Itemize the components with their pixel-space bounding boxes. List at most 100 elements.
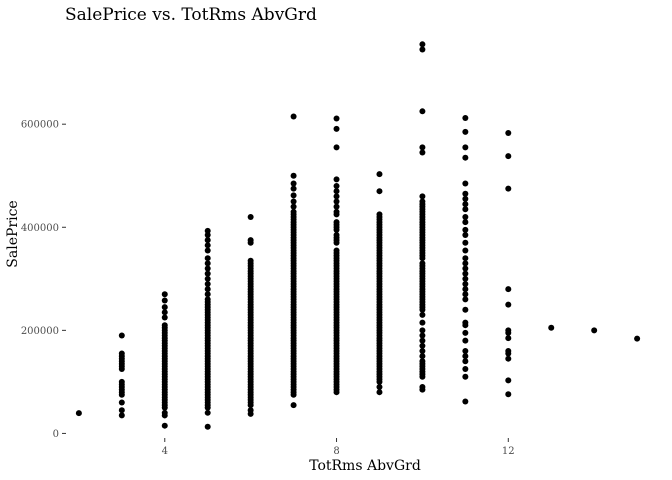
data-point <box>290 198 297 205</box>
data-point <box>118 412 125 419</box>
data-point <box>247 213 254 220</box>
data-point <box>333 219 340 226</box>
data-point <box>204 423 211 430</box>
data-point <box>462 144 469 151</box>
data-point <box>161 291 168 298</box>
data-point <box>376 211 383 218</box>
y-tick-label: 600000 <box>21 120 59 131</box>
data-point <box>419 149 426 156</box>
data-point <box>419 260 426 267</box>
data-point <box>462 239 469 246</box>
data-point <box>505 347 512 354</box>
data-point <box>204 227 211 234</box>
data-point <box>204 275 211 282</box>
data-point <box>376 389 383 396</box>
data-point <box>247 407 254 414</box>
data-point <box>419 347 426 354</box>
data-point <box>419 384 426 391</box>
data-point <box>462 373 469 380</box>
data-point <box>419 337 426 344</box>
data-point <box>247 237 254 244</box>
data-point <box>204 286 211 293</box>
data-point <box>462 213 469 220</box>
data-point <box>118 332 125 339</box>
data-point <box>118 350 125 357</box>
data-point <box>462 180 469 187</box>
data-point <box>462 128 469 135</box>
data-point <box>505 391 512 398</box>
data-point <box>462 255 469 262</box>
data-point <box>462 329 469 336</box>
y-tick-label: 0 <box>53 429 59 440</box>
data-point <box>290 180 297 187</box>
data-point <box>548 324 555 331</box>
data-point <box>333 247 340 254</box>
data-point <box>462 398 469 405</box>
data-point <box>333 115 340 122</box>
data-point <box>462 337 469 344</box>
data-point <box>290 192 297 199</box>
data-point <box>290 208 297 215</box>
data-point <box>505 355 512 362</box>
data-point <box>333 176 340 183</box>
data-point <box>419 327 426 334</box>
data-point <box>376 171 383 178</box>
data-point <box>462 260 469 267</box>
data-point <box>634 335 641 342</box>
data-point <box>118 407 125 414</box>
data-point <box>505 301 512 308</box>
data-point <box>462 358 469 365</box>
data-point <box>462 115 469 122</box>
data-point <box>505 185 512 192</box>
data-point <box>462 190 469 197</box>
data-point <box>290 203 297 210</box>
data-point <box>161 409 168 416</box>
data-point <box>462 306 469 313</box>
data-point <box>161 322 168 329</box>
data-point <box>462 201 469 208</box>
y-tick-label: 200000 <box>21 326 59 337</box>
data-point <box>419 332 426 339</box>
data-point <box>419 353 426 360</box>
data-point <box>462 247 469 254</box>
data-point <box>462 195 469 202</box>
data-point <box>462 280 469 287</box>
data-point <box>462 286 469 293</box>
data-point <box>505 335 512 342</box>
data-point <box>462 275 469 282</box>
data-point <box>419 342 426 349</box>
data-point <box>333 183 340 190</box>
data-point <box>376 188 383 195</box>
data-point <box>505 327 512 334</box>
data-point <box>462 291 469 298</box>
data-point <box>75 410 82 417</box>
data-point <box>118 399 125 406</box>
data-point <box>161 309 168 316</box>
data-point <box>419 198 426 205</box>
data-point <box>204 255 211 262</box>
data-point <box>204 270 211 277</box>
data-point <box>204 280 211 287</box>
data-point <box>161 422 168 429</box>
data-point <box>419 108 426 115</box>
data-point <box>204 265 211 272</box>
data-point <box>204 232 211 238</box>
data-point <box>505 377 512 384</box>
data-point <box>419 193 426 200</box>
data-point <box>333 198 340 205</box>
x-tick-label: 12 <box>502 446 515 457</box>
data-point <box>161 304 168 311</box>
data-point <box>333 208 340 215</box>
data-point <box>462 265 469 272</box>
chart-title: SalePrice vs. TotRms AbvGrd <box>65 5 317 25</box>
data-point <box>462 353 469 360</box>
data-point <box>462 232 469 238</box>
data-point <box>333 144 340 151</box>
data-point <box>204 237 211 244</box>
data-point <box>204 242 211 249</box>
data-point <box>247 257 254 264</box>
data-point <box>204 296 211 303</box>
data-point <box>419 319 426 326</box>
data-point <box>462 219 469 226</box>
